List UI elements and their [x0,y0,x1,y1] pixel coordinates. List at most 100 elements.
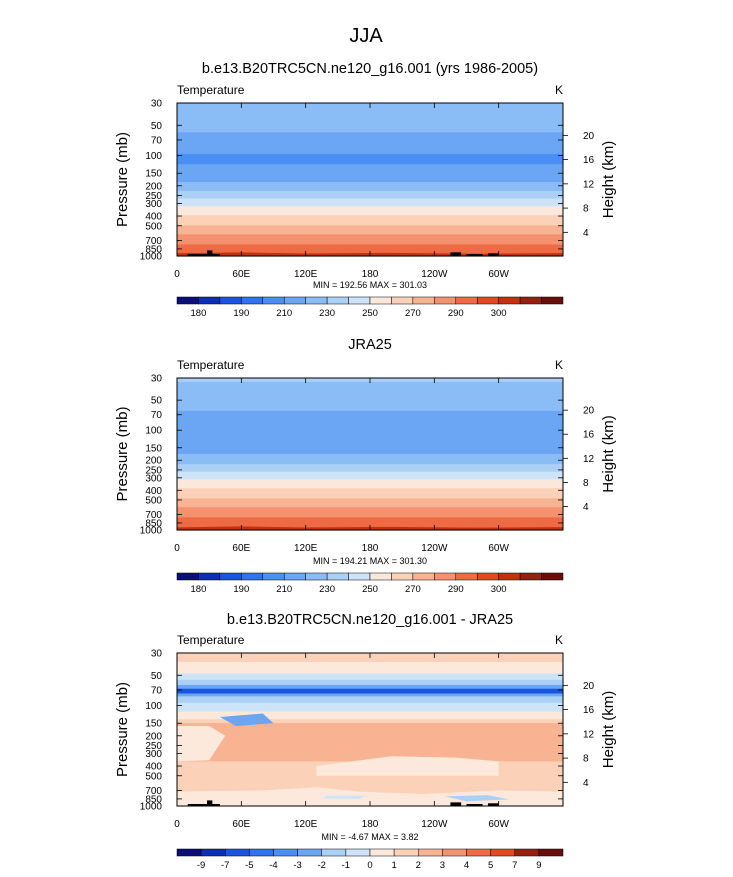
contour-band [177,715,563,718]
panel-title: JRA25 [348,337,392,353]
colorbar-tick-label: 3 [440,860,445,871]
contour-band [177,239,563,242]
colorbar-tick-label: 190 [233,584,249,595]
contour-band [177,226,563,229]
contour-band [177,497,563,499]
y-tick-label: 70 [151,135,163,146]
contour-band [177,464,563,466]
contour-band [177,403,563,406]
contour-band [177,658,563,660]
contour-band [177,744,563,747]
y-tick-label: 850 [145,244,162,255]
contour-band [177,122,563,124]
y-tick-label: 500 [145,495,162,506]
contour-band [177,775,563,778]
contour-band [177,148,563,151]
y-tick-label: 50 [151,396,163,407]
contour-band [177,753,563,756]
colorbar-tick-label: 230 [319,308,335,319]
contour-band [177,133,563,136]
contour-band [177,245,563,248]
contour-band [177,675,563,678]
contour-band [177,208,563,211]
colorbar-tick-label: 300 [491,584,507,595]
contour-band [177,414,563,417]
contour-field [177,103,563,257]
contour-band [177,677,563,680]
contour-band [177,169,563,172]
y-tick-label: 30 [151,649,163,660]
contour-band [177,481,563,484]
colorbar-tick-label: 180 [191,308,207,319]
contour-field [177,653,563,807]
colorbar-tick-label: -1 [342,860,350,871]
contour-band [177,238,563,241]
contour-band [177,678,563,681]
contour-band [177,738,563,741]
contour-band [177,443,563,446]
y-tick-label: 500 [145,221,162,232]
contour-band [177,249,563,252]
contour-band [177,683,563,686]
y2-tick-label: 20 [583,406,595,417]
y-tick-label: 700 [145,236,162,247]
contour-band [177,150,563,153]
contour-band [177,668,563,671]
contour-band [177,474,563,477]
y-tick-label: 300 [145,473,162,484]
colorbar-cell [219,572,242,581]
contour-band [177,127,563,130]
colorbar-cell [455,296,478,305]
colorbar-cell [476,296,499,305]
contour-band [177,230,563,233]
colorbar-cell [273,848,298,857]
colorbar-cell [455,572,478,581]
y2-tick-label: 12 [583,179,595,190]
contour-band [177,445,563,447]
contour-band [177,225,563,228]
contour-field [177,378,563,531]
colorbar-tick-label: 250 [362,308,378,319]
contour-band [177,446,563,449]
contour-band [177,670,563,673]
colorbar-cell [348,572,371,581]
colorbar-cell [176,848,202,857]
contour-band [177,383,563,385]
y-tick-label: 1000 [140,526,163,537]
contour-band [177,707,563,710]
contour-band [177,726,563,729]
colorbar-cell [200,848,226,857]
y-tick-label: 150 [145,443,162,454]
y2-tick-label: 8 [583,204,589,215]
contour-band [177,739,563,742]
y2-axis-title: Height (km) [600,415,617,493]
contour-band [177,176,563,179]
colorbar-cell [434,572,457,581]
contour-band [177,128,563,131]
colorbar-cell [369,296,392,305]
contour-band [177,509,563,512]
contour-band [177,154,563,156]
contour-band [177,508,563,511]
contour-band [177,384,563,387]
contour-band [177,394,563,397]
contour-band [177,215,563,218]
contour-band [177,711,563,714]
contour-band [177,435,563,437]
topography-block [450,252,462,256]
contour-band [177,235,563,238]
contour-band [177,742,563,745]
topography [187,250,499,256]
y2-tick-label: 4 [583,228,589,239]
colorbar-cell [541,572,564,581]
contour-band [177,674,563,677]
contour-band [177,756,563,759]
contour-band [177,424,563,427]
y-tick-label: 1000 [140,802,163,813]
contour-band [177,513,563,516]
colorbar-tick-label: 210 [276,584,292,595]
contour-band [177,151,563,154]
x-tick-label: 120E [294,269,318,280]
contour-band [177,114,563,117]
contour-band [177,777,563,780]
